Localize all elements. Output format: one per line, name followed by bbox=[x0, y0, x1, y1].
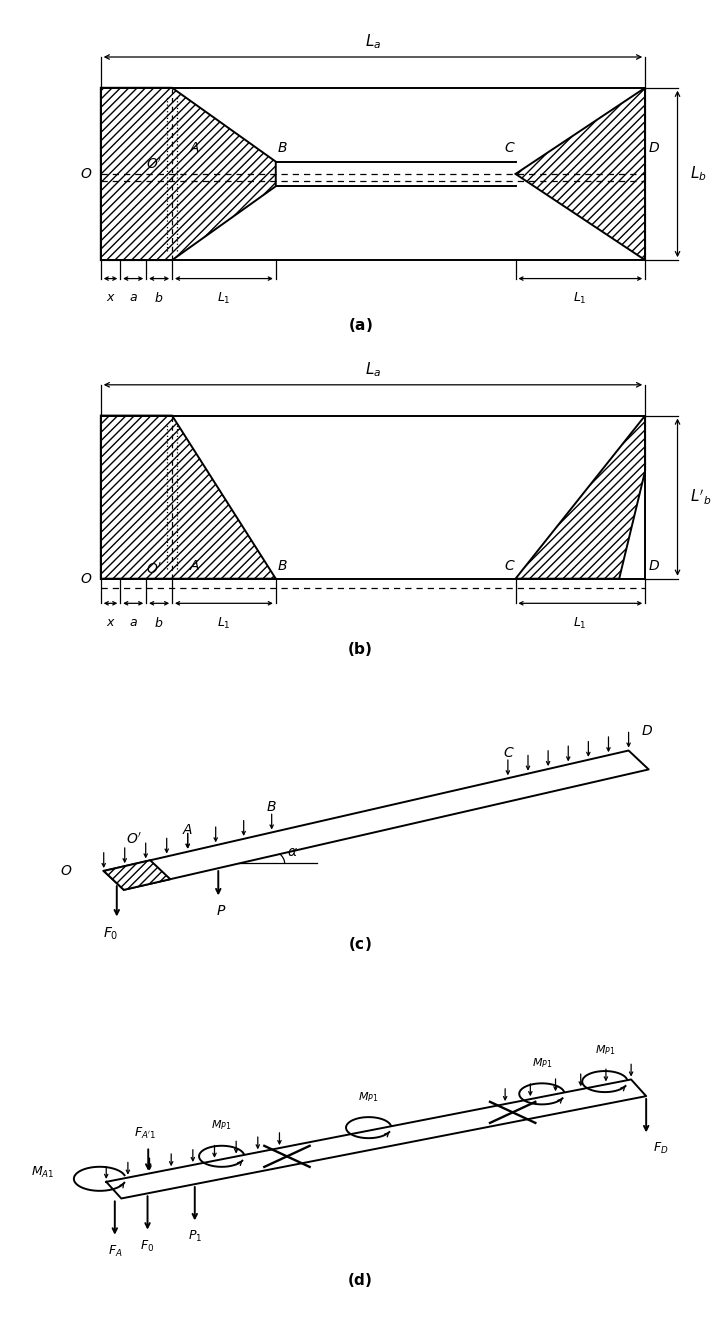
Text: B: B bbox=[277, 142, 287, 155]
Polygon shape bbox=[104, 751, 649, 890]
Text: $L'_b$: $L'_b$ bbox=[690, 487, 712, 507]
Text: $L_b$: $L_b$ bbox=[690, 165, 707, 183]
Text: $\bf{(c)}$: $\bf{(c)}$ bbox=[348, 935, 372, 953]
Text: $L_a$: $L_a$ bbox=[365, 360, 381, 379]
Text: $\alpha$: $\alpha$ bbox=[287, 844, 297, 859]
Text: $\bf{(b)}$: $\bf{(b)}$ bbox=[347, 640, 373, 658]
Text: D: D bbox=[649, 142, 659, 155]
Text: B: B bbox=[267, 800, 276, 815]
Text: $M_{P1}$: $M_{P1}$ bbox=[212, 1119, 232, 1132]
Text: C: C bbox=[504, 142, 514, 155]
Text: $M_{P1}$: $M_{P1}$ bbox=[359, 1089, 379, 1104]
Text: $b$: $b$ bbox=[155, 615, 163, 630]
Text: D: D bbox=[649, 558, 659, 573]
Text: O: O bbox=[60, 864, 71, 878]
Text: $L_a$: $L_a$ bbox=[365, 32, 381, 51]
Text: $a$: $a$ bbox=[129, 615, 138, 629]
Text: O: O bbox=[80, 167, 91, 181]
Text: $L_1$: $L_1$ bbox=[573, 615, 588, 630]
Polygon shape bbox=[516, 416, 645, 578]
Text: $L_1$: $L_1$ bbox=[217, 290, 231, 306]
Text: $F_{A'1}$: $F_{A'1}$ bbox=[134, 1125, 156, 1140]
Text: $b$: $b$ bbox=[155, 290, 163, 305]
Polygon shape bbox=[104, 860, 171, 890]
Text: C: C bbox=[503, 747, 513, 760]
Text: $F_0$: $F_0$ bbox=[102, 926, 118, 942]
Polygon shape bbox=[516, 88, 645, 260]
Text: $M_{P1}$: $M_{P1}$ bbox=[595, 1044, 615, 1057]
Text: C: C bbox=[504, 558, 514, 573]
Polygon shape bbox=[101, 88, 276, 260]
Text: B: B bbox=[277, 558, 287, 573]
Text: A: A bbox=[190, 142, 199, 155]
Text: $x$: $x$ bbox=[106, 290, 115, 304]
Text: $O'$: $O'$ bbox=[146, 157, 163, 173]
Polygon shape bbox=[101, 416, 276, 578]
Text: $a$: $a$ bbox=[129, 290, 138, 304]
Text: O: O bbox=[80, 571, 91, 586]
Text: A: A bbox=[183, 823, 192, 836]
Text: D: D bbox=[642, 724, 652, 739]
Text: $P$: $P$ bbox=[216, 904, 227, 918]
Text: $O'$: $O'$ bbox=[146, 562, 163, 577]
Text: $F_0$: $F_0$ bbox=[140, 1239, 155, 1254]
Text: $L_1$: $L_1$ bbox=[573, 290, 588, 306]
Text: $M_{A1}$: $M_{A1}$ bbox=[31, 1165, 55, 1180]
Text: $O'$: $O'$ bbox=[126, 832, 142, 847]
Text: $\bf{(d)}$: $\bf{(d)}$ bbox=[347, 1271, 373, 1290]
Polygon shape bbox=[107, 1080, 646, 1199]
Text: $P_1$: $P_1$ bbox=[188, 1230, 202, 1244]
Text: $F_D$: $F_D$ bbox=[652, 1141, 668, 1156]
Text: A: A bbox=[190, 558, 199, 573]
Text: $M_{P1}$: $M_{P1}$ bbox=[531, 1056, 552, 1070]
Text: $x$: $x$ bbox=[106, 615, 115, 629]
Text: $L_1$: $L_1$ bbox=[217, 615, 231, 630]
Text: $\bf{(a)}$: $\bf{(a)}$ bbox=[348, 316, 372, 333]
Text: $F_A$: $F_A$ bbox=[107, 1243, 122, 1259]
